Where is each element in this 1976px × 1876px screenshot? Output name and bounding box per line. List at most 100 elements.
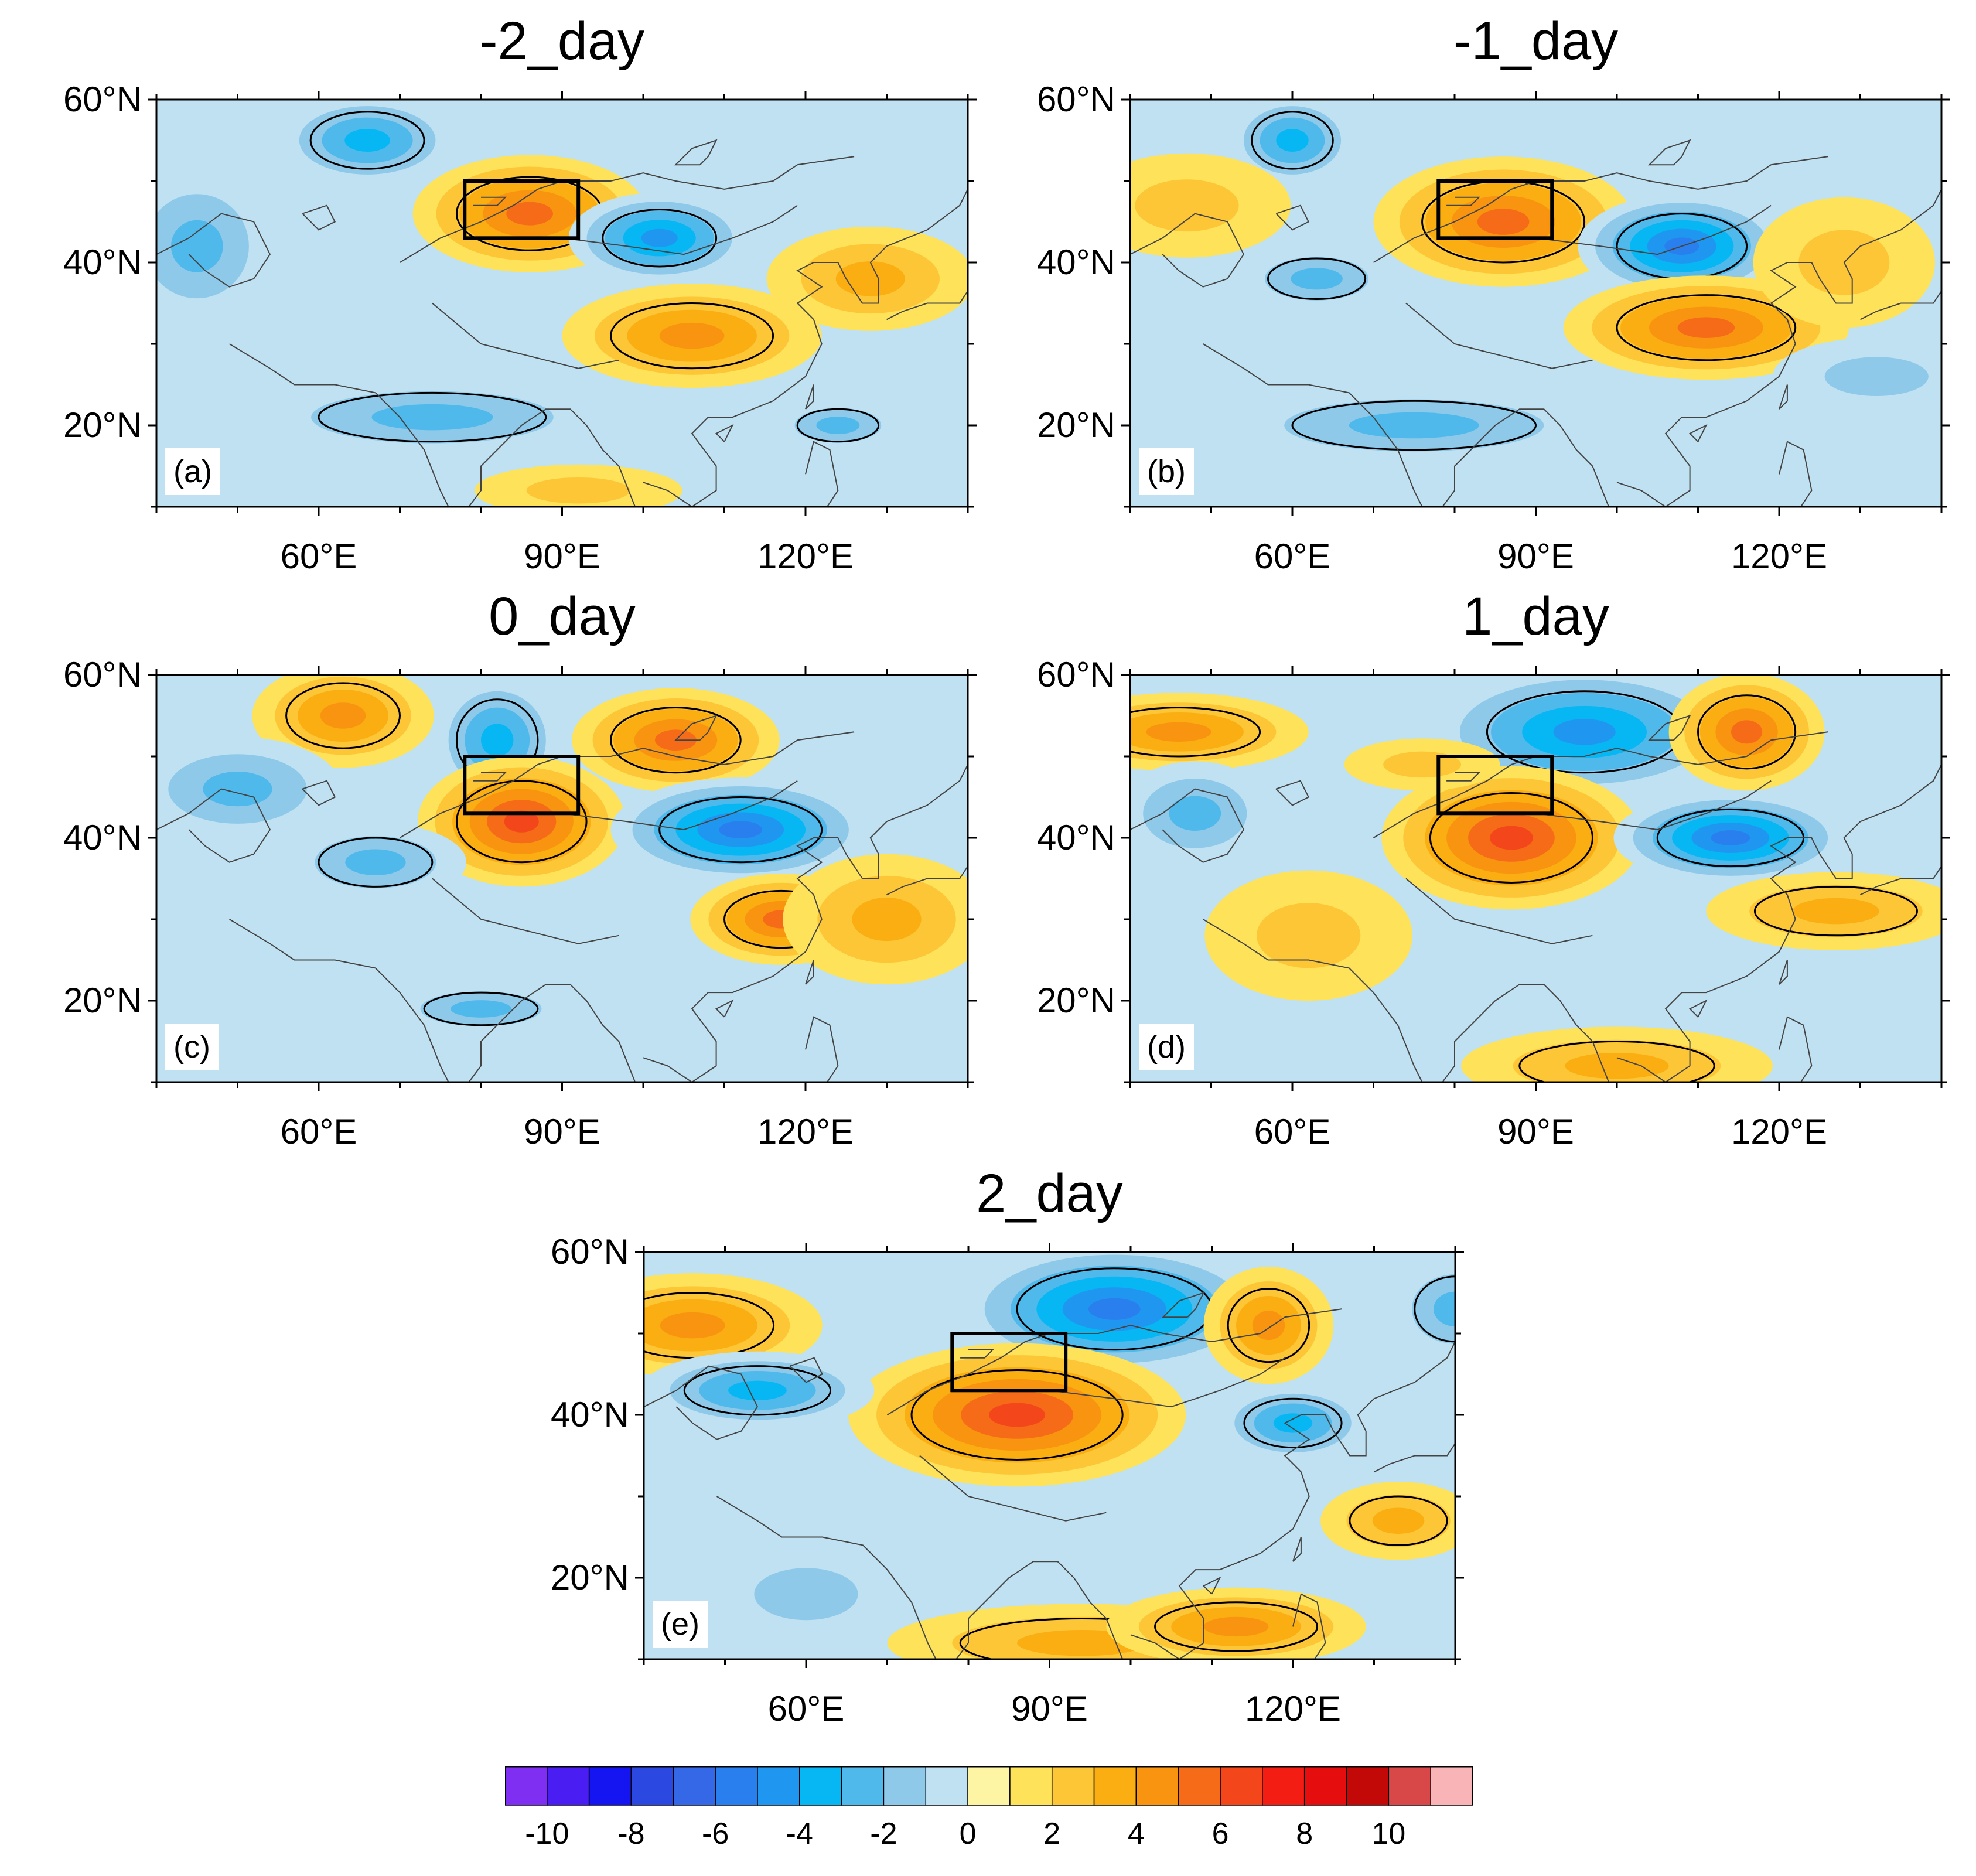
lon-tick-label: 120°E [757, 1112, 854, 1151]
significance-contour [455, 780, 588, 864]
panel-d: 1_day 60°N 40°N 20°N 60°E 90°E 120°E (d) [987, 587, 1959, 1176]
coastline [1647, 714, 1691, 741]
coastline [1688, 424, 1708, 442]
negative-anomaly-contour [1553, 719, 1616, 745]
lon-tick-label: 90°E [1011, 1689, 1088, 1728]
significance-contour [423, 991, 539, 1026]
positive-anomaly-contour [1372, 1507, 1425, 1534]
coastline [399, 156, 855, 263]
positive-anomaly-contour [1252, 1311, 1285, 1341]
colorbar-swatch [967, 1766, 1011, 1806]
coastline [1373, 156, 1828, 263]
colorbar-swatch [1135, 1766, 1179, 1806]
lon-tick-label: 60°E [280, 537, 357, 576]
colorbar-swatch [1388, 1766, 1431, 1806]
coastline [1647, 139, 1691, 166]
negative-anomaly-contour [816, 417, 860, 434]
colorbar-swatch [588, 1766, 632, 1806]
panel-c: 0_day 60°N 40°N 20°N 60°E 90°E 120°E (c) [13, 587, 985, 1176]
colorbar-swatch [504, 1766, 548, 1806]
coastline [789, 1357, 824, 1383]
colorbar-swatch [1430, 1766, 1473, 1806]
coastline [1130, 788, 1245, 863]
key-region-box [1436, 179, 1554, 240]
coastline [1405, 302, 1593, 369]
key-region-box [463, 755, 581, 816]
negative-anomaly-contour [170, 220, 223, 272]
lat-tick-label: 60°N [550, 1232, 629, 1271]
coastline [1373, 731, 1828, 838]
significance-contour [1291, 400, 1537, 451]
positive-anomaly-contour [1203, 1616, 1269, 1637]
coastline [302, 204, 336, 231]
colorbar-swatch [841, 1766, 885, 1806]
lat-tick-label: 20°N [63, 981, 142, 1020]
significance-contour [644, 1292, 775, 1359]
positive-anomaly-contour [320, 702, 366, 729]
coastline [432, 878, 619, 944]
colorbar-swatch [1220, 1766, 1263, 1806]
colorbar-swatch [1262, 1766, 1305, 1806]
lon-tick-label: 120°E [757, 537, 854, 576]
colorbar-swatch [1093, 1766, 1137, 1806]
coastline [229, 919, 636, 1082]
colorbar-swatch [799, 1766, 842, 1806]
panel-title: 2_day [976, 1164, 1123, 1223]
map-plot [635, 1243, 1464, 1668]
significance-contour [285, 682, 401, 749]
coastline [1202, 1576, 1221, 1595]
lon-tick-label: 90°E [524, 1112, 600, 1151]
key-region-box [950, 1332, 1068, 1393]
coastline [1860, 865, 1941, 896]
colorbar-scale [504, 1766, 1473, 1806]
negative-anomaly-contour [728, 1380, 787, 1400]
colorbar-swatch [547, 1766, 590, 1806]
coastline [886, 1308, 1342, 1415]
significance-contour [1243, 1397, 1343, 1449]
coastline [1130, 1340, 1455, 1659]
lat-tick-label: 20°N [550, 1558, 629, 1597]
negative-anomaly-contour [1273, 1413, 1313, 1433]
coastline [1130, 213, 1245, 288]
colorbar-swatch [1346, 1766, 1390, 1806]
positive-anomaly-contour [659, 322, 725, 349]
significance-contour [318, 837, 434, 888]
negative-anomaly-contour [481, 724, 514, 756]
significance-contour [683, 1365, 832, 1416]
lon-tick-label: 120°E [1244, 1689, 1342, 1728]
colorbar-swatch [1051, 1766, 1095, 1806]
colorbar-tick-label: -4 [786, 1817, 813, 1851]
significance-contour [796, 408, 880, 443]
positive-anomaly-contour [1135, 179, 1239, 232]
coastline [644, 1365, 759, 1440]
significance-contour [318, 391, 547, 443]
significance-contour [1154, 1601, 1319, 1652]
lat-tick-label: 60°N [1036, 655, 1115, 694]
negative-anomaly-contour [754, 1568, 858, 1621]
significance-contour [1753, 885, 1918, 937]
map-plot [148, 666, 977, 1091]
significance-contour [1697, 694, 1797, 770]
coastline [716, 1496, 1124, 1659]
negative-anomaly-contour [1434, 1291, 1455, 1326]
panel-label: (b) [1139, 448, 1194, 495]
coastline [1292, 1593, 1326, 1659]
panel-label: (d) [1139, 1024, 1194, 1070]
colorbar-swatch [925, 1766, 968, 1806]
coastline [1779, 960, 1788, 985]
colorbar-tick-label: 4 [1127, 1817, 1145, 1851]
significance-contour [610, 707, 742, 774]
lon-tick-label: 90°E [1497, 537, 1574, 576]
colorbar-tick-label: -2 [870, 1817, 897, 1851]
negative-anomaly-contour [203, 771, 272, 807]
positive-anomaly-contour [504, 810, 539, 833]
positive-anomaly-contour [1793, 898, 1879, 925]
panel-title: -1_day [1453, 11, 1619, 71]
lat-tick-label: 40°N [1036, 818, 1115, 857]
positive-anomaly-contour [1565, 1052, 1669, 1079]
positive-anomaly-contour [1477, 209, 1530, 235]
significance-contour [1616, 294, 1797, 361]
significance-contour [1414, 1275, 1455, 1343]
panel-b: -1_day 60°N 40°N 20°N 60°E 90°E 120°E (b) [987, 12, 1959, 601]
coastline [1535, 204, 1772, 255]
